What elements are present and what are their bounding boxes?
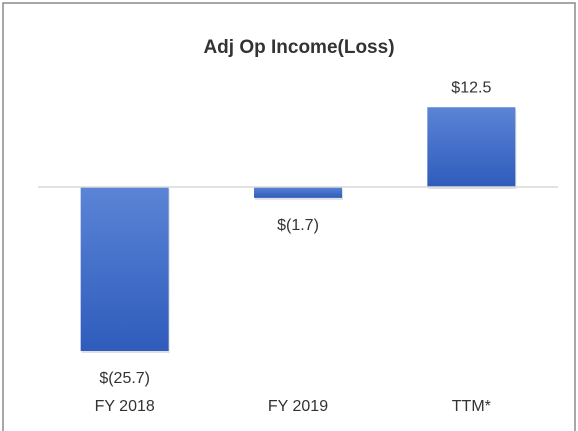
data-label: $12.5 <box>451 79 491 96</box>
bar <box>80 187 169 351</box>
data-label: $(1.7) <box>277 217 319 234</box>
x-tick-label: TTM* <box>452 398 491 415</box>
data-label: $(25.7) <box>99 370 150 387</box>
x-tick-label: FY 2019 <box>268 398 328 415</box>
bar <box>427 107 516 187</box>
x-tick-label: FY 2018 <box>95 398 155 415</box>
bar <box>254 187 342 198</box>
chart-title: Adj Op Income(Loss) <box>203 37 394 58</box>
